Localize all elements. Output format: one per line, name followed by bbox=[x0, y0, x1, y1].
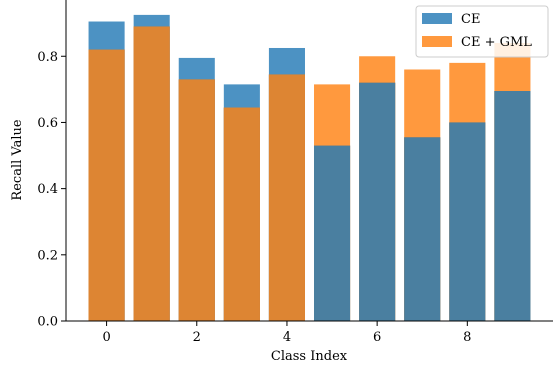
legend-swatch-ce-gml bbox=[422, 36, 452, 47]
x-tick-label-6: 6 bbox=[373, 330, 381, 345]
bar-blend-class-7 bbox=[404, 137, 441, 321]
legend: CE CE + GML bbox=[415, 5, 549, 58]
bar-blend-class-4 bbox=[268, 74, 305, 321]
bar-blend-class-0 bbox=[88, 49, 125, 322]
legend-label-ce: CE bbox=[461, 12, 480, 27]
y-tick-label-0.6: 0.6 bbox=[37, 116, 58, 131]
y-tick-label-0.2: 0.2 bbox=[37, 248, 58, 263]
bar-blend-class-3 bbox=[223, 107, 260, 321]
x-tick-label-0: 0 bbox=[102, 330, 110, 345]
bar-blend-class-6 bbox=[359, 82, 396, 321]
bar-blend-class-9 bbox=[494, 91, 531, 321]
y-tick-label-0.4: 0.4 bbox=[37, 182, 58, 197]
bar-blend-class-8 bbox=[449, 122, 486, 321]
x-tick-label-2: 2 bbox=[193, 330, 201, 345]
axes-layer: 0 2 4 6 8 0.0 0.2 0.4 0.6 0.8 bbox=[37, 0, 553, 345]
x-tick-label-4: 4 bbox=[283, 330, 291, 345]
x-axis-label: Class Index bbox=[271, 349, 348, 364]
legend-swatch-ce bbox=[422, 13, 452, 24]
bar-blend-class-1 bbox=[133, 26, 170, 322]
y-tick-label-0.0: 0.0 bbox=[37, 315, 58, 330]
y-tick-label-0.8: 0.8 bbox=[37, 50, 58, 65]
bars-layer bbox=[88, 14, 531, 322]
bar-blend-class-2 bbox=[178, 79, 215, 321]
y-axis-label: Recall Value bbox=[10, 119, 25, 200]
bar-blend-class-5 bbox=[314, 145, 351, 321]
x-tick-label-8: 8 bbox=[463, 330, 471, 345]
legend-label-ce-gml: CE + GML bbox=[461, 35, 532, 50]
